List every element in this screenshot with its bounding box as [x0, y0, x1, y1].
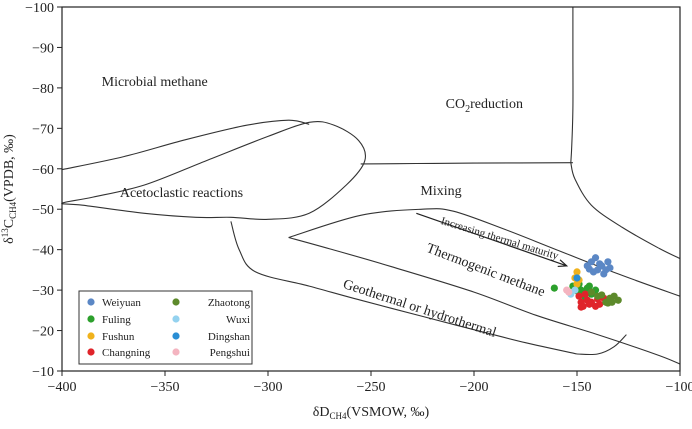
- y-tick-label: −40: [32, 244, 54, 259]
- legend-marker-weiyuan: [87, 298, 95, 306]
- legend-label-fuling: Fuling: [102, 314, 131, 326]
- boundary-horizontal-step: [360, 162, 573, 165]
- point-fuling: [585, 282, 593, 290]
- y-tick-label: −10: [32, 365, 54, 380]
- point-changning: [581, 290, 589, 298]
- data-points: [550, 254, 622, 311]
- maturity-arrow-head: [557, 259, 569, 268]
- boundary-thermogenic-lower-left: [230, 221, 578, 355]
- y-axis-ticks: −100 −90 −80 −70 −60 −50 −40 −30 −20 −10: [25, 1, 62, 380]
- point-fuling: [550, 284, 558, 292]
- point-weiyuan: [600, 270, 608, 278]
- region-label-6: Geothermal or hydrothermal: [341, 277, 498, 341]
- y-tick-label: −80: [32, 82, 54, 97]
- boundary-vertical-curve: [570, 7, 574, 163]
- boundary-hydrothermal-bottom: [576, 334, 627, 356]
- point-fushun: [573, 268, 581, 276]
- y-axis-title: δ13CCH4(VPDB, ‰): [0, 134, 18, 244]
- boundary-upper-curve: [61, 119, 310, 171]
- legend-marker-dingshan: [172, 332, 180, 340]
- region-boundaries: [61, 7, 681, 365]
- x-tick-label: −300: [254, 380, 283, 395]
- legend-marker-changning: [87, 348, 95, 356]
- x-tick-label: −100: [666, 380, 692, 395]
- legend-label-pengshui: Pengshui: [210, 347, 250, 359]
- legend-box: [78, 290, 253, 365]
- y-tick-label: −50: [32, 203, 54, 218]
- legend-marker-wuxi: [172, 315, 180, 323]
- point-pengshui: [565, 288, 573, 296]
- region-label-3: Mixing: [420, 184, 461, 199]
- x-tick-label: −200: [460, 380, 489, 395]
- point-weiyuan: [585, 265, 593, 273]
- legend-marker-pengshui: [172, 348, 180, 356]
- point-zhaotong: [598, 291, 606, 299]
- boundary-right-curve: [570, 162, 681, 260]
- point-weiyuan: [591, 254, 600, 262]
- point-zhaotong: [587, 288, 596, 296]
- legend: Weiyuan Zhaotong Fuling Wuxi Fushun Dingshan C…: [78, 290, 253, 365]
- x-tick-label: −250: [357, 380, 386, 395]
- y-tick-label: −90: [32, 41, 54, 56]
- point-weiyuan: [596, 260, 604, 268]
- x-tick-label: −350: [151, 380, 180, 395]
- legend-label-changning: Changning: [102, 347, 151, 359]
- y-tick-label: −70: [32, 122, 54, 137]
- y-tick-label: −60: [32, 163, 54, 178]
- maturity-arrow-layer: [416, 212, 569, 268]
- x-tick-label: −400: [48, 380, 77, 395]
- y-tick-label: −20: [32, 325, 54, 340]
- legend-marker-fushun: [87, 332, 95, 340]
- boundary-acetoclastic-ellipse: [61, 120, 366, 220]
- point-weiyuan: [604, 258, 612, 266]
- legend-label-wuxi: Wuxi: [226, 314, 250, 326]
- point-changning: [577, 303, 585, 311]
- point-changning: [575, 292, 583, 300]
- point-zhaotong: [608, 298, 616, 306]
- boundary-thermogenic-upper: [288, 208, 681, 297]
- legend-label-fushun: Fushun: [102, 331, 135, 343]
- legend-label-weiyuan: Weiyuan: [102, 297, 141, 309]
- point-weiyuan: [606, 264, 614, 272]
- point-changning: [585, 300, 593, 308]
- y-tick-label: −30: [32, 284, 54, 299]
- point-dingshan: [573, 274, 581, 282]
- boundary-thermogenic-lower: [288, 236, 681, 365]
- x-axis-ticks: −400 −350 −300 −250 −200 −150 −100: [48, 371, 692, 395]
- y-tick-label: −100: [25, 1, 54, 16]
- legend-label-dingshan: Dingshan: [208, 331, 251, 343]
- legend-marker-zhaotong: [172, 298, 180, 306]
- region-label-0: Microbial methane: [102, 75, 208, 90]
- x-tick-label: −150: [563, 380, 592, 395]
- legend-label-zhaotong: Zhaotong: [208, 297, 251, 309]
- region-label-1: CO2reduction: [446, 97, 523, 115]
- x-axis-title: δDCH4(VSMOW, ‰): [313, 405, 430, 421]
- legend-marker-fuling: [87, 315, 95, 323]
- maturity-arrow-line: [416, 212, 567, 267]
- region-label-2: Acetoclastic reactions: [120, 186, 243, 201]
- point-zhaotong: [614, 296, 622, 304]
